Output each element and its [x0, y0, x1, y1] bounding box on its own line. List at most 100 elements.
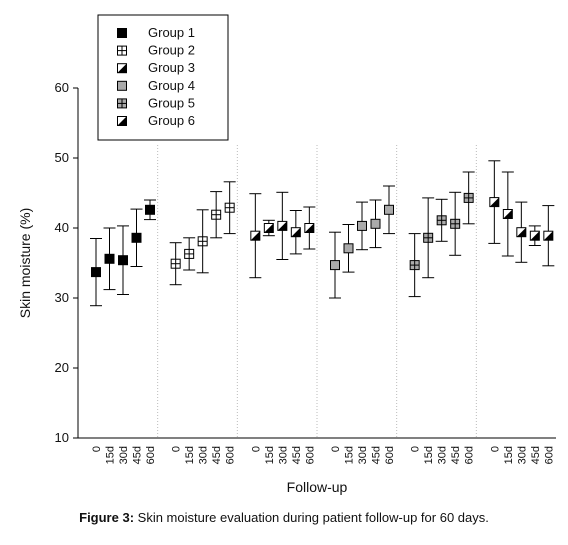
- x-tick-label: 15d: [264, 446, 276, 464]
- x-tick-label: 60d: [384, 446, 396, 464]
- x-tick-label: 30d: [198, 446, 210, 464]
- marker: [131, 232, 142, 243]
- marker: [290, 227, 301, 238]
- marker-box: [330, 260, 340, 271]
- legend-label: Group 5: [148, 95, 195, 110]
- marker-half: [503, 209, 513, 219]
- marker-half: [530, 231, 540, 241]
- marker-box: [343, 243, 354, 254]
- marker: [304, 223, 315, 233]
- marker: [450, 218, 461, 229]
- y-tick-label: 50: [55, 150, 69, 165]
- y-tick-label: 30: [55, 290, 69, 305]
- x-tick-label: 45d: [371, 446, 383, 464]
- caption: Figure 3: Skin moisture evaluation durin…: [79, 510, 489, 525]
- marker-box: [357, 220, 367, 231]
- x-tick-label: 0: [489, 446, 501, 452]
- marker-box: [145, 204, 155, 215]
- marker-half: [304, 223, 314, 233]
- y-tick-label: 40: [55, 220, 69, 235]
- marker: [145, 204, 155, 215]
- marker-half: [489, 197, 499, 207]
- marker: [502, 209, 513, 219]
- x-tick-label: 30d: [277, 446, 289, 464]
- x-tick-label: 60d: [145, 446, 157, 464]
- marker-box: [117, 80, 127, 91]
- x-tick-label: 15d: [184, 446, 196, 464]
- caption-label: Figure 3:: [79, 510, 134, 525]
- marker: [370, 218, 381, 229]
- x-tick-label: 30d: [118, 446, 130, 464]
- x-tick-label: 0: [171, 446, 183, 452]
- marker: [529, 230, 540, 241]
- x-tick-label: 45d: [291, 446, 303, 464]
- marker-half: [277, 221, 287, 231]
- marker: [463, 192, 474, 203]
- marker: [117, 63, 127, 74]
- marker: [91, 267, 101, 278]
- x-tick-label: 0: [91, 446, 103, 452]
- y-tick-label: 10: [55, 430, 69, 445]
- legend-label: Group 2: [148, 43, 195, 58]
- marker: [277, 220, 288, 231]
- legend-label: Group 3: [148, 60, 195, 75]
- marker: [224, 202, 235, 213]
- x-tick-label: 45d: [211, 446, 223, 464]
- marker-box: [131, 232, 142, 243]
- marker-half: [117, 63, 127, 73]
- x-tick-label: 0: [250, 446, 262, 452]
- marker-box: [118, 255, 128, 266]
- marker-box: [91, 267, 101, 278]
- x-tick-label: 0: [410, 446, 422, 452]
- y-tick-label: 20: [55, 360, 69, 375]
- marker: [197, 236, 208, 247]
- marker: [104, 253, 115, 264]
- marker: [357, 220, 367, 231]
- marker: [409, 260, 420, 271]
- marker-half: [250, 231, 260, 241]
- marker: [330, 260, 340, 271]
- marker: [117, 28, 127, 38]
- x-tick-label: 60d: [543, 446, 555, 464]
- marker: [489, 197, 500, 208]
- caption-text: Skin moisture evaluation during patient …: [138, 510, 489, 525]
- x-tick-label: 30d: [516, 446, 528, 464]
- x-tick-label: 15d: [423, 446, 435, 464]
- marker: [211, 209, 222, 220]
- marker: [117, 116, 127, 126]
- marker-half: [516, 227, 526, 237]
- x-tick-label: 60d: [304, 446, 316, 464]
- marker-box: [104, 253, 115, 264]
- x-tick-label: 30d: [437, 446, 449, 464]
- marker: [436, 215, 447, 226]
- marker: [384, 204, 394, 215]
- marker: [117, 80, 127, 91]
- marker: [250, 230, 261, 241]
- x-tick-label: 15d: [105, 446, 117, 464]
- marker: [118, 255, 128, 266]
- y-axis-label: Skin moisture (%): [17, 208, 33, 318]
- marker: [343, 243, 354, 254]
- x-axis-label: Follow-up: [287, 479, 348, 495]
- x-tick-label: 0: [330, 446, 342, 452]
- x-tick-label: 45d: [132, 446, 144, 464]
- x-tick-label: 15d: [344, 446, 356, 464]
- marker-half: [117, 116, 127, 126]
- x-tick-label: 45d: [450, 446, 462, 464]
- marker-half: [543, 231, 553, 241]
- marker-half: [264, 223, 274, 233]
- y-tick-label: 60: [55, 80, 69, 95]
- marker-box: [370, 218, 381, 229]
- marker: [170, 258, 181, 269]
- legend-label: Group 1: [148, 25, 195, 40]
- x-tick-label: 45d: [530, 446, 542, 464]
- marker-half: [291, 227, 301, 237]
- x-tick-label: 30d: [357, 446, 369, 464]
- marker: [423, 232, 434, 243]
- x-tick-label: 60d: [464, 446, 476, 464]
- x-tick-label: 60d: [225, 446, 237, 464]
- marker-box: [384, 204, 394, 215]
- marker-box: [117, 28, 127, 38]
- marker: [263, 223, 274, 233]
